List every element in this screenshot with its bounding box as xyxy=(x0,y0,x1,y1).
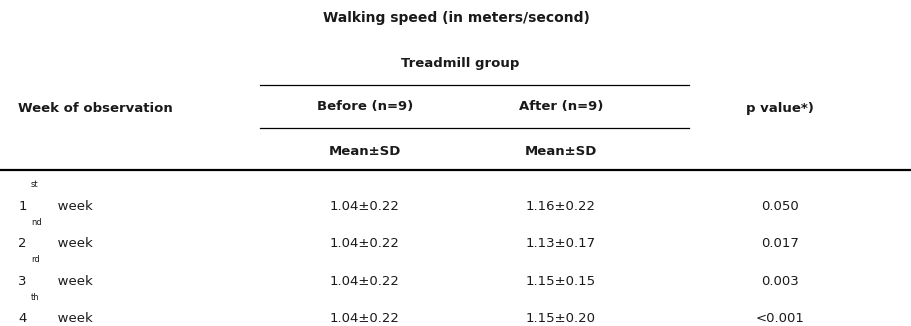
Text: Before (n=9): Before (n=9) xyxy=(316,100,413,113)
Text: 0.050: 0.050 xyxy=(760,200,798,213)
Text: nd: nd xyxy=(31,218,42,227)
Text: Mean±SD: Mean±SD xyxy=(328,145,401,158)
Text: <0.001: <0.001 xyxy=(754,312,804,325)
Text: 1: 1 xyxy=(18,200,26,213)
Text: 1.04±0.22: 1.04±0.22 xyxy=(330,274,399,288)
Text: 1.15±0.20: 1.15±0.20 xyxy=(526,312,595,325)
Text: 2: 2 xyxy=(18,237,26,250)
Text: 1.13±0.17: 1.13±0.17 xyxy=(526,237,595,250)
Text: week: week xyxy=(55,312,92,325)
Text: Walking speed (in meters/second): Walking speed (in meters/second) xyxy=(322,11,589,25)
Text: week: week xyxy=(55,237,92,250)
Text: 1.04±0.22: 1.04±0.22 xyxy=(330,237,399,250)
Text: 0.017: 0.017 xyxy=(760,237,798,250)
Text: 3: 3 xyxy=(18,274,26,288)
Text: 1.04±0.22: 1.04±0.22 xyxy=(330,200,399,213)
Text: st: st xyxy=(31,180,38,189)
Text: week: week xyxy=(55,274,92,288)
Text: 0.003: 0.003 xyxy=(760,274,798,288)
Text: week: week xyxy=(55,200,92,213)
Text: th: th xyxy=(31,293,39,302)
Text: 1.15±0.15: 1.15±0.15 xyxy=(526,274,595,288)
Text: After (n=9): After (n=9) xyxy=(518,100,602,113)
Text: rd: rd xyxy=(31,255,40,264)
Text: Treadmill group: Treadmill group xyxy=(401,57,519,70)
Text: Mean±SD: Mean±SD xyxy=(524,145,597,158)
Text: 1.16±0.22: 1.16±0.22 xyxy=(526,200,595,213)
Text: 4: 4 xyxy=(18,312,26,325)
Text: 1.04±0.22: 1.04±0.22 xyxy=(330,312,399,325)
Text: p value*): p value*) xyxy=(745,102,813,115)
Text: Week of observation: Week of observation xyxy=(18,102,173,115)
